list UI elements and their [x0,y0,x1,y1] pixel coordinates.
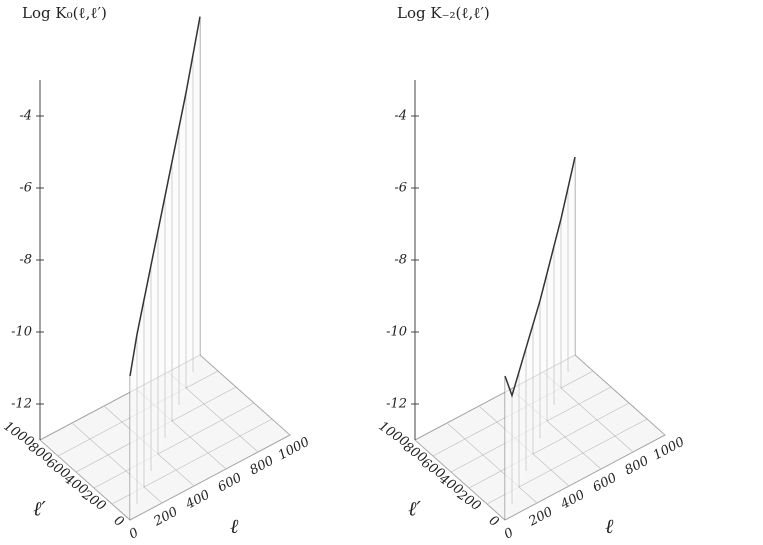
floor-grid-line [93,402,255,489]
x-tick-label: 800 [623,454,652,479]
x-tick-label: 400 [183,488,213,513]
z-tick-label: -6 [19,181,32,196]
z-tick-label: -10 [386,325,407,340]
x-axis-label: ℓ [605,514,614,538]
chart-title: Log K₀(ℓ,ℓ′) [22,4,107,22]
floor-grid-line [414,439,506,521]
floor-grid-line [446,422,538,504]
z-tick-label: -4 [19,109,32,124]
ridge-line [129,16,201,377]
x-tick-label: 400 [558,488,588,513]
floor-grid-line [468,402,630,489]
y-axis-label: ℓ′ [33,497,46,521]
x-tick-label: 600 [216,471,245,496]
z-tick-label: -4 [394,109,407,124]
z-tick-label: -12 [386,397,407,412]
floor-grid-line [504,434,666,521]
z-tick-label: -8 [394,253,407,268]
y-tick-label: 0 [486,513,501,530]
floor-grid-line [39,439,131,521]
y-axis-label: ℓ′ [408,497,421,521]
x-axis-label: ℓ [230,514,239,538]
z-tick-label: -6 [394,181,407,196]
ridge-wall [130,16,200,520]
floor-grid-line [129,434,291,521]
floor-grid-line [199,354,291,436]
x-tick-label: 0 [502,525,516,542]
z-tick-label: -12 [11,397,32,412]
x-tick-label: 200 [151,505,181,530]
chart-title: Log K₋₂(ℓ,ℓ′) [397,4,490,22]
floor-grid-line [71,422,163,504]
ridge-line [504,156,576,398]
ridge-wall [505,157,575,520]
z-tick-label: -8 [19,253,32,268]
x-tick-label: 800 [248,454,277,479]
y-tick-label: 1000 [376,419,412,450]
x-tick-label: 0 [127,525,141,542]
z-tick-label: -10 [11,325,32,340]
x-tick-label: 600 [591,471,620,496]
y-tick-label: 0 [111,513,126,530]
y-tick-label: 1000 [1,419,37,450]
floor-grid-line [574,354,666,436]
x-tick-label: 200 [526,505,556,530]
